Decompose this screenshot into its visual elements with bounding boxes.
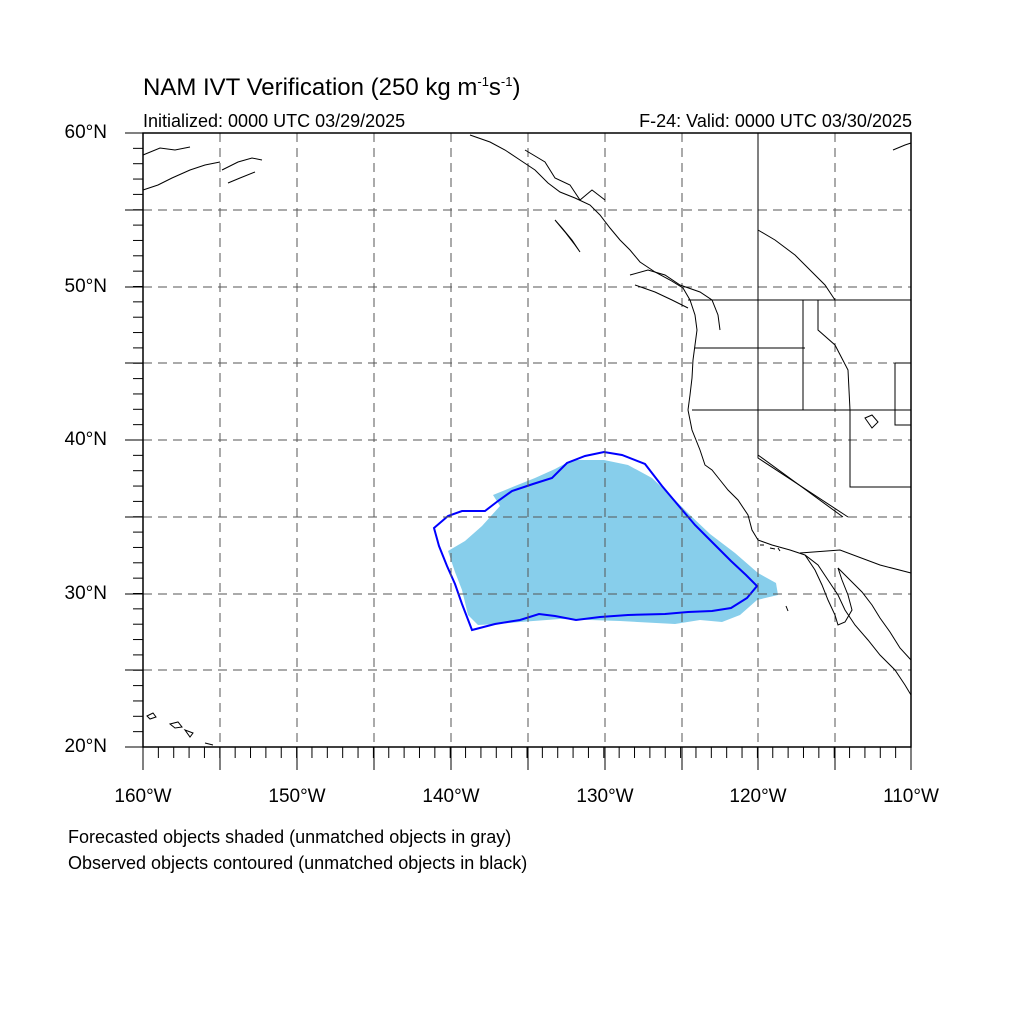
lat-label-20n: 20°N: [64, 736, 107, 757]
initialized-time: Initialized: 0000 UTC 03/29/2025: [143, 111, 406, 131]
forecast-object-shaded: [448, 460, 778, 625]
lon-label-130w: 130°W: [576, 786, 634, 807]
lat-label-60n: 60°N: [64, 122, 107, 143]
lon-label-150w: 150°W: [268, 786, 326, 807]
chart-title: NAM IVT Verification (250 kg m-1s-1): [143, 74, 521, 101]
grid-lines: [143, 133, 911, 747]
coastlines: [142, 133, 912, 746]
legend-note-forecast: Forecasted objects shaded (unmatched obj…: [68, 827, 512, 847]
lat-label-30n: 30°N: [64, 583, 107, 604]
axis-ticks: [125, 132, 912, 770]
legend-note-observed: Observed objects contoured (unmatched ob…: [68, 853, 528, 873]
minor-ticks: [133, 132, 912, 758]
lon-label-160w: 160°W: [114, 786, 172, 807]
observed-object-contour: [432, 450, 759, 632]
lon-label-120w: 120°W: [729, 786, 787, 807]
lon-label-110w: 110°W: [883, 786, 939, 807]
lat-label-50n: 50°N: [64, 276, 107, 297]
lon-label-140w: 140°W: [422, 786, 480, 807]
lat-label-40n: 40°N: [64, 429, 107, 450]
valid-time: F-24: Valid: 0000 UTC 03/30/2025: [639, 111, 912, 131]
